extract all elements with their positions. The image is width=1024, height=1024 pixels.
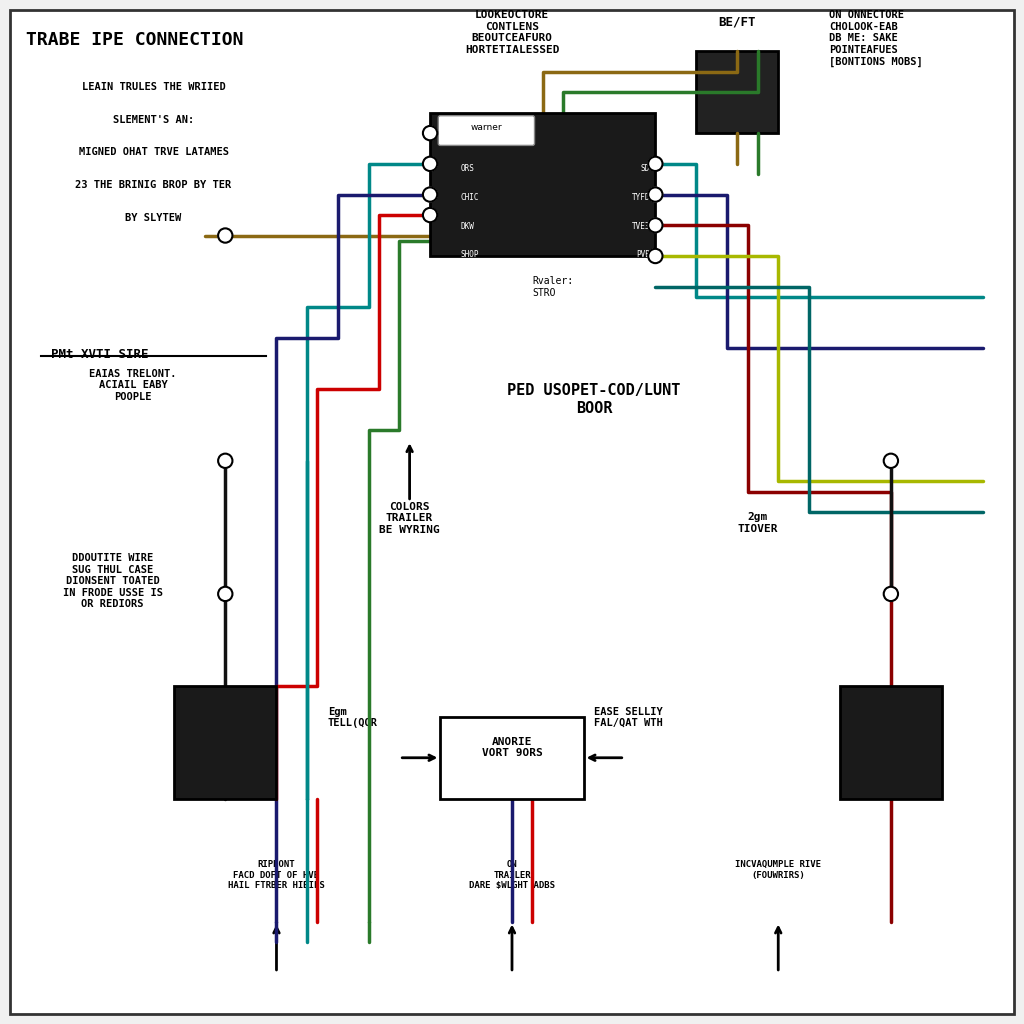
Text: DDOUTITE WIRE
SUG THUL CASE
DIONSENT TOATED
IN FRODE USSE IS
OR REDIORS: DDOUTITE WIRE SUG THUL CASE DIONSENT TOA… [62, 553, 163, 609]
Circle shape [423, 157, 437, 171]
Text: PED USOPET-COD/LUNT
BOOR: PED USOPET-COD/LUNT BOOR [507, 383, 681, 416]
Circle shape [423, 126, 437, 140]
Text: BY SLYTEW: BY SLYTEW [126, 213, 181, 223]
Text: PMt XVTI SIRE: PMt XVTI SIRE [51, 348, 148, 361]
Circle shape [218, 454, 232, 468]
Text: EAIAS TRELONT.
ACIAIL EABY
POOPLE: EAIAS TRELONT. ACIAIL EABY POOPLE [89, 369, 177, 401]
Text: warner: warner [471, 124, 502, 132]
FancyBboxPatch shape [696, 51, 778, 133]
FancyBboxPatch shape [174, 686, 276, 799]
Text: Egm
TELL(QOR: Egm TELL(QOR [328, 707, 378, 728]
Circle shape [218, 587, 232, 601]
Circle shape [648, 218, 663, 232]
Text: RIPHONT
FACD DOFT OF HVE
HAIL FTRBER HIBIES: RIPHONT FACD DOFT OF HVE HAIL FTRBER HIB… [228, 860, 325, 890]
Text: ORS: ORS [461, 165, 475, 173]
Text: ANORIE
VORT 9ORS: ANORIE VORT 9ORS [481, 736, 543, 759]
Text: MIGNED OHAT TRVE LATAMES: MIGNED OHAT TRVE LATAMES [79, 147, 228, 158]
FancyBboxPatch shape [440, 717, 584, 799]
Circle shape [648, 249, 663, 263]
Circle shape [648, 157, 663, 171]
Text: 2gm
TIOVER: 2gm TIOVER [737, 512, 778, 534]
Text: COLORS
TRAILER
BE WYRING: COLORS TRAILER BE WYRING [379, 502, 440, 535]
Text: 23 THE BRINIG BROP BY TER: 23 THE BRINIG BROP BY TER [76, 180, 231, 190]
Text: ON ONNECTORE
CHOLOOK-EAB
DB ME: SAKE
POINTEAFUES
[BONTIONS MOBS]: ON ONNECTORE CHOLOOK-EAB DB ME: SAKE POI… [829, 10, 924, 67]
Circle shape [423, 208, 437, 222]
Text: PVB: PVB [636, 251, 650, 259]
Text: SLEMENT'S AN:: SLEMENT'S AN: [113, 115, 195, 125]
Text: EASE SELLIY
FAL/QAT WTH: EASE SELLIY FAL/QAT WTH [594, 707, 663, 728]
Text: LOOKEOCTORE
CONTLENS
BEOUTCEAFURO
HORTETIALESSED: LOOKEOCTORE CONTLENS BEOUTCEAFURO HORTET… [465, 10, 559, 55]
Text: LEAIN TRULES THE WRIIED: LEAIN TRULES THE WRIIED [82, 82, 225, 92]
Text: TYFD: TYFD [632, 194, 650, 202]
Text: BE/FT: BE/FT [719, 15, 756, 29]
Text: ON
TRAILER
DARE $WLGHT ADBS: ON TRAILER DARE $WLGHT ADBS [469, 860, 555, 890]
Text: CHIC: CHIC [461, 194, 479, 202]
Text: SD: SD [641, 165, 650, 173]
Text: Rvaler:
STRO: Rvaler: STRO [532, 276, 573, 298]
Circle shape [884, 587, 898, 601]
Circle shape [648, 187, 663, 202]
Circle shape [423, 187, 437, 202]
Circle shape [218, 228, 232, 243]
Text: INCVAQUMPLE RIVE
(FOUWRIRS): INCVAQUMPLE RIVE (FOUWRIRS) [735, 860, 821, 880]
FancyBboxPatch shape [438, 116, 535, 145]
Text: TVE3: TVE3 [632, 222, 650, 230]
FancyBboxPatch shape [430, 113, 655, 256]
Text: DKW: DKW [461, 222, 475, 230]
Text: TRABE IPE CONNECTION: TRABE IPE CONNECTION [26, 31, 243, 49]
Text: SHOP: SHOP [461, 251, 479, 259]
FancyBboxPatch shape [840, 686, 942, 799]
FancyBboxPatch shape [10, 10, 1014, 1014]
Circle shape [884, 454, 898, 468]
